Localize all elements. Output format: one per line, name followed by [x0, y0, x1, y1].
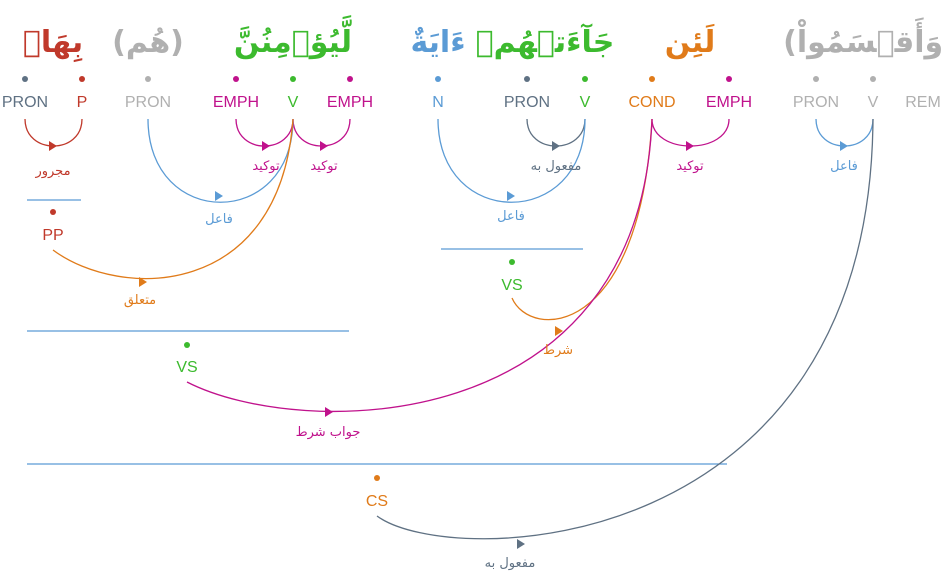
dot-p — [79, 76, 85, 82]
label-tawkid-3: توكيد — [676, 159, 704, 174]
label-jawab-shart: جواب شرط — [296, 425, 361, 440]
dot-n — [435, 76, 441, 82]
arrowhead-mutaalliq — [139, 277, 147, 287]
arc-fail-1 — [147, 118, 294, 203]
word-layuminunna: لَّيُؤۡمِنُنَّ — [234, 14, 352, 60]
word-hum-hidden: (هُم) — [112, 25, 184, 60]
tag-cond: COND — [628, 94, 675, 111]
arc-tawkid-3 — [651, 118, 730, 147]
arc-shart — [511, 118, 653, 321]
arrowhead-fail-3 — [840, 141, 848, 151]
arc-majrur — [24, 118, 83, 147]
tag-p: P — [77, 94, 88, 111]
label-mutaalliq: متعلق — [124, 293, 156, 308]
tag-pron-3: PRON — [504, 94, 550, 111]
tag-v-3: V — [868, 94, 879, 111]
tag-v-2: V — [580, 94, 591, 111]
arc-maful-1 — [526, 118, 586, 147]
tag-rem: REM — [905, 94, 941, 111]
word-ayatun: ءَايَةٌ — [410, 25, 465, 60]
label-fail-1: فاعل — [205, 212, 233, 227]
phrase-bars — [27, 199, 727, 465]
phrase-nodes: PP VS VS CS — [42, 209, 523, 510]
dot-pron4 — [813, 76, 819, 82]
dot-cond — [649, 76, 655, 82]
arc-jawab-shart — [186, 118, 653, 413]
arc-tawkid-1 — [235, 118, 294, 147]
arrowhead-fail-1 — [215, 191, 223, 201]
arc-fail-2 — [437, 118, 586, 203]
dot-pron1 — [22, 76, 28, 82]
arrowhead-tawkid-2 — [320, 141, 328, 151]
arc-maful-2 — [376, 118, 874, 540]
node-cs: CS — [366, 493, 388, 510]
word-biha: بِهَاۚ — [23, 25, 83, 63]
label-maful-2: مفعول به — [485, 556, 536, 571]
arc-fail-3 — [815, 118, 874, 147]
arrowhead-majrur — [49, 141, 57, 151]
tag-dots — [22, 76, 876, 82]
dot-cs — [374, 475, 380, 481]
arrowhead-jawab-shart — [325, 407, 333, 417]
arrowhead-fail-2 — [507, 191, 515, 201]
arcs — [24, 118, 874, 540]
label-majrur: مجرور — [34, 164, 70, 179]
dot-v2 — [582, 76, 588, 82]
arrowhead-maful-1 — [552, 141, 560, 151]
label-fail-2: فاعل — [497, 209, 525, 224]
node-vs-2: VS — [501, 277, 522, 294]
arc-mutaalliq — [52, 118, 294, 280]
relation-labels: مجرور توكيد توكيد فاعل مفعول به فاعل توك… — [34, 159, 857, 571]
dot-pron2 — [145, 76, 151, 82]
dot-emph2 — [347, 76, 353, 82]
label-shart: شرط — [543, 343, 573, 358]
word-lain: لَئِن — [665, 23, 716, 60]
pos-tags: PRON P PRON EMPH V EMPH N PRON V COND EM… — [2, 94, 941, 111]
tag-n: N — [432, 94, 444, 111]
label-tawkid-2: توكيد — [310, 159, 338, 174]
node-vs-1: VS — [176, 359, 197, 376]
word-waaqsamu: (وَأَقۡسَمُواْ) — [783, 17, 943, 60]
tag-emph-3: EMPH — [706, 94, 752, 111]
dot-vs-1 — [184, 342, 190, 348]
dot-emph1 — [233, 76, 239, 82]
arrowheads — [49, 141, 848, 549]
dot-emph3 — [726, 76, 732, 82]
arrowhead-shart — [555, 326, 563, 336]
dot-v1 — [290, 76, 296, 82]
node-pp: PP — [42, 227, 63, 244]
dot-v3 — [870, 76, 876, 82]
tag-emph-2: EMPH — [327, 94, 373, 111]
tag-emph-1: EMPH — [213, 94, 259, 111]
arrowhead-maful-2 — [517, 539, 525, 549]
tag-v-1: V — [288, 94, 299, 111]
tag-pron-2: PRON — [125, 94, 171, 111]
label-fail-3: فاعل — [830, 159, 858, 174]
word-jaathum: جَآءَتۡهُمۡ — [476, 23, 615, 60]
arrowhead-tawkid-1 — [262, 141, 270, 151]
dot-pp — [50, 209, 56, 215]
words: بِهَاۚ (هُم) لَّيُؤۡمِنُنَّ ءَايَةٌ جَآء… — [23, 14, 943, 63]
dot-vs-2 — [509, 259, 515, 265]
arrowhead-tawkid-3 — [686, 141, 694, 151]
label-tawkid-1: توكيد — [252, 159, 280, 174]
tag-pron-4: PRON — [793, 94, 839, 111]
dot-pron3 — [524, 76, 530, 82]
tag-pron-1: PRON — [2, 94, 48, 111]
label-maful-1: مفعول به — [531, 159, 582, 174]
